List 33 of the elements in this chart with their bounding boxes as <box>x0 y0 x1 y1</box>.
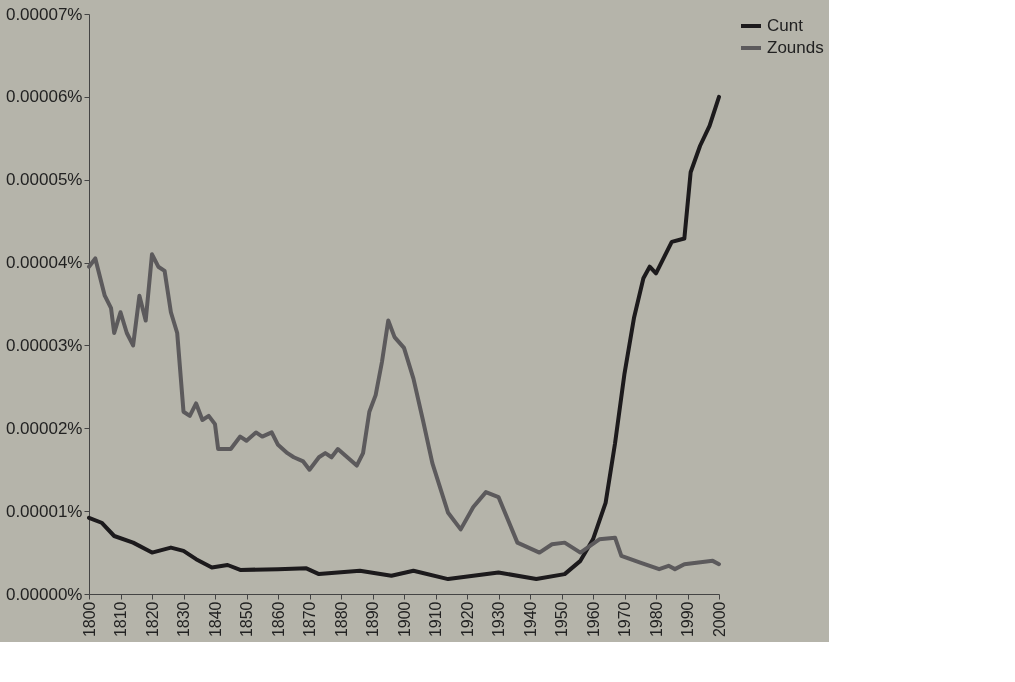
y-tick-label: 0.00003% <box>5 335 83 355</box>
x-tick-label: 1950 <box>553 601 570 638</box>
x-tick-label: 2000 <box>710 601 728 638</box>
x-tick-label: 1940 <box>521 601 539 638</box>
y-tick-label: 0.00007% <box>5 4 83 24</box>
x-tick-label: 1980 <box>647 601 665 638</box>
x-tick-label: 1830 <box>175 601 192 638</box>
legend-label: Zounds <box>767 38 824 57</box>
x-tick-label: 1970 <box>616 601 633 638</box>
x-tick-label: 1820 <box>143 601 161 638</box>
y-tick-label: 0.00004% <box>5 253 83 273</box>
x-tick-label: 1910 <box>427 601 444 638</box>
x-tick-label: 1930 <box>490 601 507 638</box>
x-tick-label: 1840 <box>206 601 224 638</box>
x-tick-label: 1800 <box>80 601 98 638</box>
y-tick-label: 0.00005% <box>5 170 83 190</box>
y-tick-label: 0.00006% <box>5 87 83 107</box>
x-tick-label: 1870 <box>301 601 318 638</box>
x-tick-label: 1880 <box>332 601 350 638</box>
line-series <box>87 94 721 582</box>
x-tick-label: 1860 <box>269 601 287 638</box>
line-series <box>87 252 721 572</box>
x-tick-label: 1810 <box>112 601 129 638</box>
y-tick-label: 0.00001% <box>5 501 83 521</box>
x-tick-label: 1920 <box>458 601 476 638</box>
x-tick-label: 1900 <box>395 601 413 638</box>
legend-label: Cunt <box>767 16 804 35</box>
x-tick-label: 1960 <box>584 601 602 638</box>
x-tick-label: 1850 <box>238 601 255 638</box>
y-tick-label: 0.00000% <box>5 584 83 604</box>
y-tick-label: 0.00002% <box>5 418 83 438</box>
x-tick-label: 1990 <box>679 601 696 638</box>
x-tick-label: 1890 <box>364 601 381 638</box>
